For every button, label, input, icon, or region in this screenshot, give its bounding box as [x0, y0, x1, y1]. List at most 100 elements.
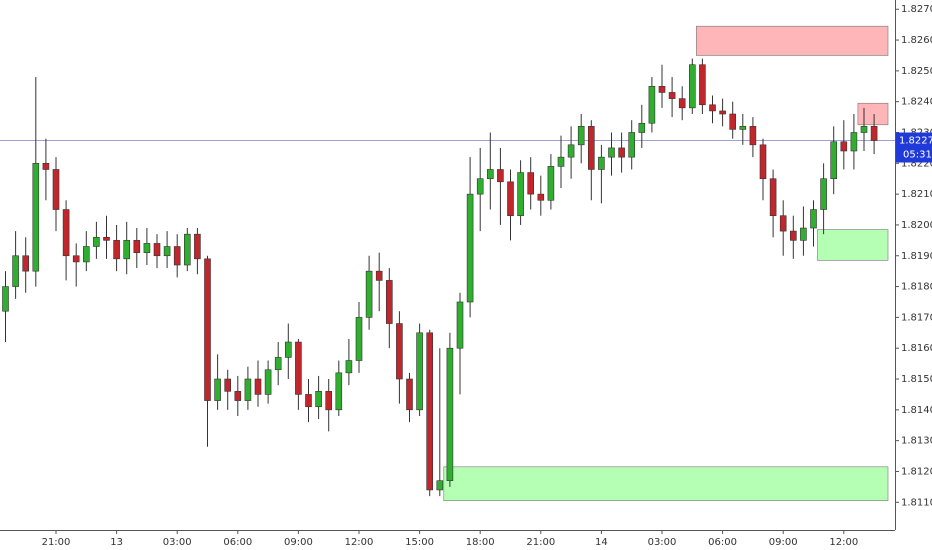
candle-body [557, 156, 565, 167]
candle-body [668, 92, 676, 99]
candle-body [638, 122, 646, 133]
y-tick-label: 1.81800 [901, 282, 932, 293]
candle-body [93, 236, 100, 247]
candle-body [244, 378, 252, 401]
candle-body [133, 240, 141, 253]
candle-body [840, 141, 848, 152]
y-tick-label: 1.81500 [901, 374, 932, 385]
y-tick-label: 1.82000 [901, 220, 932, 231]
candle-body [365, 270, 373, 318]
candle-body [163, 246, 171, 257]
candle-body [618, 147, 625, 158]
candle-body [577, 126, 585, 146]
candle-body [295, 341, 302, 395]
y-tick-label: 1.82500 [901, 66, 932, 77]
candle-body [325, 391, 333, 411]
candle-body [416, 332, 423, 411]
candle-body [567, 144, 575, 158]
candle-body [113, 240, 120, 260]
x-tick-label: 12:00 [829, 537, 858, 548]
candle-body [537, 193, 545, 201]
candle-body [547, 166, 555, 201]
candle-body [345, 360, 353, 374]
x-tick-label: 15:00 [405, 537, 434, 548]
candle-body [598, 156, 605, 170]
candle-body [375, 270, 383, 281]
candle-body [870, 126, 878, 141]
last-price-label: 1.82274 [899, 136, 932, 147]
candle-body [335, 372, 343, 411]
candle-body [234, 391, 242, 401]
candle-body [52, 169, 60, 210]
candle-body [315, 391, 322, 408]
candle-body [486, 169, 494, 180]
zone [443, 466, 889, 502]
candle-body [810, 209, 817, 229]
y-tick-label: 1.81400 [901, 405, 932, 416]
candle-body [709, 104, 716, 112]
candle-body [628, 132, 636, 158]
y-tick-label: 1.82200 [901, 158, 932, 169]
candle-body [355, 317, 363, 361]
candle-body [426, 332, 434, 491]
candle-body [72, 255, 80, 263]
x-tick-label: 13 [110, 537, 123, 548]
y-tick-label: 1.81700 [901, 312, 932, 323]
candle-body [699, 64, 706, 106]
candle-body [830, 141, 838, 180]
candle-body [729, 113, 737, 130]
candle-body [446, 347, 454, 481]
x-tick-label: 18:00 [466, 537, 495, 548]
candle-body [527, 172, 535, 195]
candle-body [658, 85, 666, 93]
candle-body [769, 178, 777, 216]
zone [695, 25, 889, 56]
y-tick-label: 1.81100 [901, 497, 932, 508]
candle-body [860, 126, 868, 133]
y-tick-label: 1.82400 [901, 97, 932, 108]
candle-body [284, 341, 292, 358]
candle-body [194, 233, 201, 260]
candle-body [224, 378, 231, 392]
candle-body [800, 227, 807, 241]
y-tick-label: 1.82700 [901, 4, 932, 15]
y-tick-label: 1.81900 [901, 251, 932, 262]
candle-body [2, 286, 9, 312]
candle-body [608, 147, 615, 158]
candle-body [274, 357, 282, 371]
candle-body [587, 126, 595, 170]
candle-body [264, 369, 272, 395]
candle-body [789, 230, 797, 241]
candle-body [759, 144, 767, 180]
candle-body [517, 172, 524, 216]
candle-body [396, 323, 403, 380]
x-tick-label: 21:00 [526, 537, 555, 548]
candle-body [850, 132, 858, 152]
candle-body [466, 193, 474, 303]
x-tick-label: 21:00 [42, 537, 71, 548]
x-tick-label: 09:00 [769, 537, 798, 548]
candle-body [62, 209, 70, 257]
candle-body [184, 233, 191, 266]
candle-body [42, 163, 50, 170]
candle-body [254, 378, 262, 395]
candle-body [173, 246, 181, 266]
y-tick-label: 1.81200 [901, 466, 932, 477]
candle-body [779, 215, 787, 232]
candle-body [648, 85, 656, 124]
candle-body [153, 243, 161, 257]
x-tick-label: 03:00 [163, 537, 192, 548]
candle-body [204, 258, 211, 401]
y-tick-label: 1.82600 [901, 35, 932, 46]
candle-body [12, 255, 19, 287]
candle-body [456, 301, 464, 349]
x-tick-label: 06:00 [708, 537, 737, 548]
candle-body [385, 280, 393, 324]
candle-body [22, 255, 30, 272]
candle-body [83, 246, 90, 263]
x-tick-label: 12:00 [345, 537, 374, 548]
candle-body [749, 126, 757, 146]
